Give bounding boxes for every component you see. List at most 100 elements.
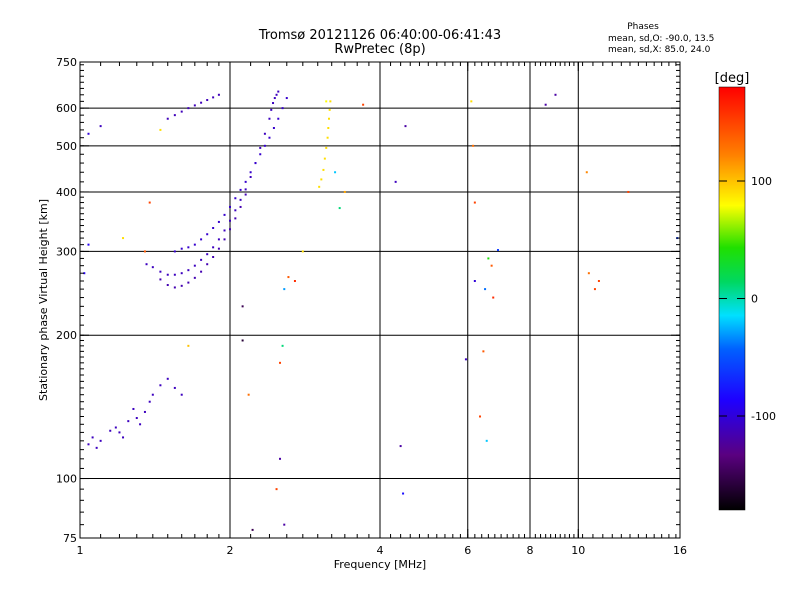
chart-title: Tromsø 20121126 06:40:00-06:41:43 (258, 28, 501, 43)
echo-point (254, 162, 257, 165)
y-tick-label: 600 (56, 102, 77, 115)
echo-point (127, 420, 130, 423)
echo-point (268, 136, 271, 139)
echo-point (234, 197, 237, 200)
echo-point (159, 278, 162, 281)
colorbar-tick-label: -100 (751, 410, 776, 423)
echo-point (166, 117, 169, 120)
echo-point (585, 171, 588, 174)
echo-point (241, 339, 244, 342)
echo-point (83, 272, 86, 275)
echo-point (301, 250, 304, 253)
echo-point (275, 488, 278, 491)
x-tick-label: 8 (527, 544, 534, 557)
y-tick-label: 200 (56, 329, 77, 342)
echo-point (323, 157, 326, 160)
echo-point (279, 457, 282, 460)
echo-point (327, 127, 330, 130)
echo-point (87, 443, 90, 446)
echo-point (187, 281, 190, 284)
echo-point (484, 288, 487, 291)
echo-point (223, 238, 226, 241)
echo-point (473, 280, 476, 283)
x-tick-label: 16 (673, 544, 687, 557)
echo-point (244, 188, 247, 191)
phase-info-header: Phases (627, 22, 659, 32)
echo-point (234, 217, 237, 220)
x-tick-label: 1 (77, 544, 84, 557)
echo-point (187, 344, 190, 347)
echo-point (217, 247, 220, 250)
echo-point (143, 250, 146, 253)
echo-point (464, 358, 467, 361)
echo-point (597, 280, 600, 283)
echo-point (496, 249, 499, 252)
echo-point (217, 93, 220, 96)
colorbar-label: [deg] (715, 71, 750, 86)
echo-point (479, 415, 482, 418)
echo-point (239, 188, 242, 191)
x-tick-label: 2 (227, 544, 234, 557)
echo-point (587, 272, 590, 275)
chart-subtitle: RwPretec (8p) (334, 42, 425, 57)
echo-point (87, 132, 90, 135)
echo-point (132, 407, 135, 410)
echo-point (338, 207, 341, 210)
echo-point (212, 226, 215, 229)
echo-point (328, 108, 331, 111)
echo-point (327, 117, 330, 120)
echo-point (135, 417, 138, 420)
echo-point (148, 400, 151, 403)
phase-info-x-mode: mean, sd,X: 85.0, 24.0 (608, 45, 711, 55)
echo-point (277, 117, 280, 120)
echo-point (200, 101, 203, 104)
x-tick-label: 4 (377, 544, 384, 557)
echo-point (200, 258, 203, 261)
echo-point (173, 286, 176, 289)
echo-point (212, 96, 215, 99)
echo-point (279, 361, 282, 364)
echo-point (223, 229, 226, 232)
colorbar-ticks: 100 0 -100 (719, 175, 776, 423)
echo-point (99, 439, 102, 442)
echo-point (544, 103, 547, 106)
echo-point (114, 426, 117, 429)
echo-point (320, 178, 323, 181)
echo-point (148, 201, 151, 204)
y-tick-label: 500 (56, 140, 77, 153)
echo-point (241, 305, 244, 308)
echo-point (206, 253, 209, 256)
echo-point (487, 257, 490, 260)
echo-point (287, 276, 290, 279)
echo-point (109, 429, 112, 432)
colorbar-tick-label: 100 (751, 175, 772, 188)
echo-point (187, 269, 190, 272)
echo-point (229, 228, 231, 231)
echo-point (285, 97, 288, 100)
echo-point (273, 97, 276, 100)
echo-point (268, 117, 271, 120)
y-tick-label: 100 (56, 473, 77, 486)
echo-point (472, 144, 475, 147)
echo-point (239, 198, 242, 201)
echo-point (234, 209, 237, 212)
x-tick-label: 10 (571, 544, 585, 557)
echo-point (145, 263, 148, 266)
echo-point (166, 377, 169, 380)
echo-point (151, 266, 154, 269)
echo-point (159, 270, 162, 273)
grid-lines (80, 62, 680, 538)
echo-point (399, 445, 402, 448)
echo-point (206, 233, 209, 236)
echo-point (212, 256, 215, 259)
echo-point (187, 246, 190, 249)
echo-point (180, 284, 183, 287)
echo-point (193, 264, 196, 267)
echo-point (180, 393, 183, 396)
echo-point (87, 243, 90, 246)
echo-point (244, 180, 247, 183)
y-axis: 75 100 200 300 400 500 600 750 (56, 56, 680, 545)
echo-point (151, 393, 154, 396)
echo-point (283, 523, 286, 526)
